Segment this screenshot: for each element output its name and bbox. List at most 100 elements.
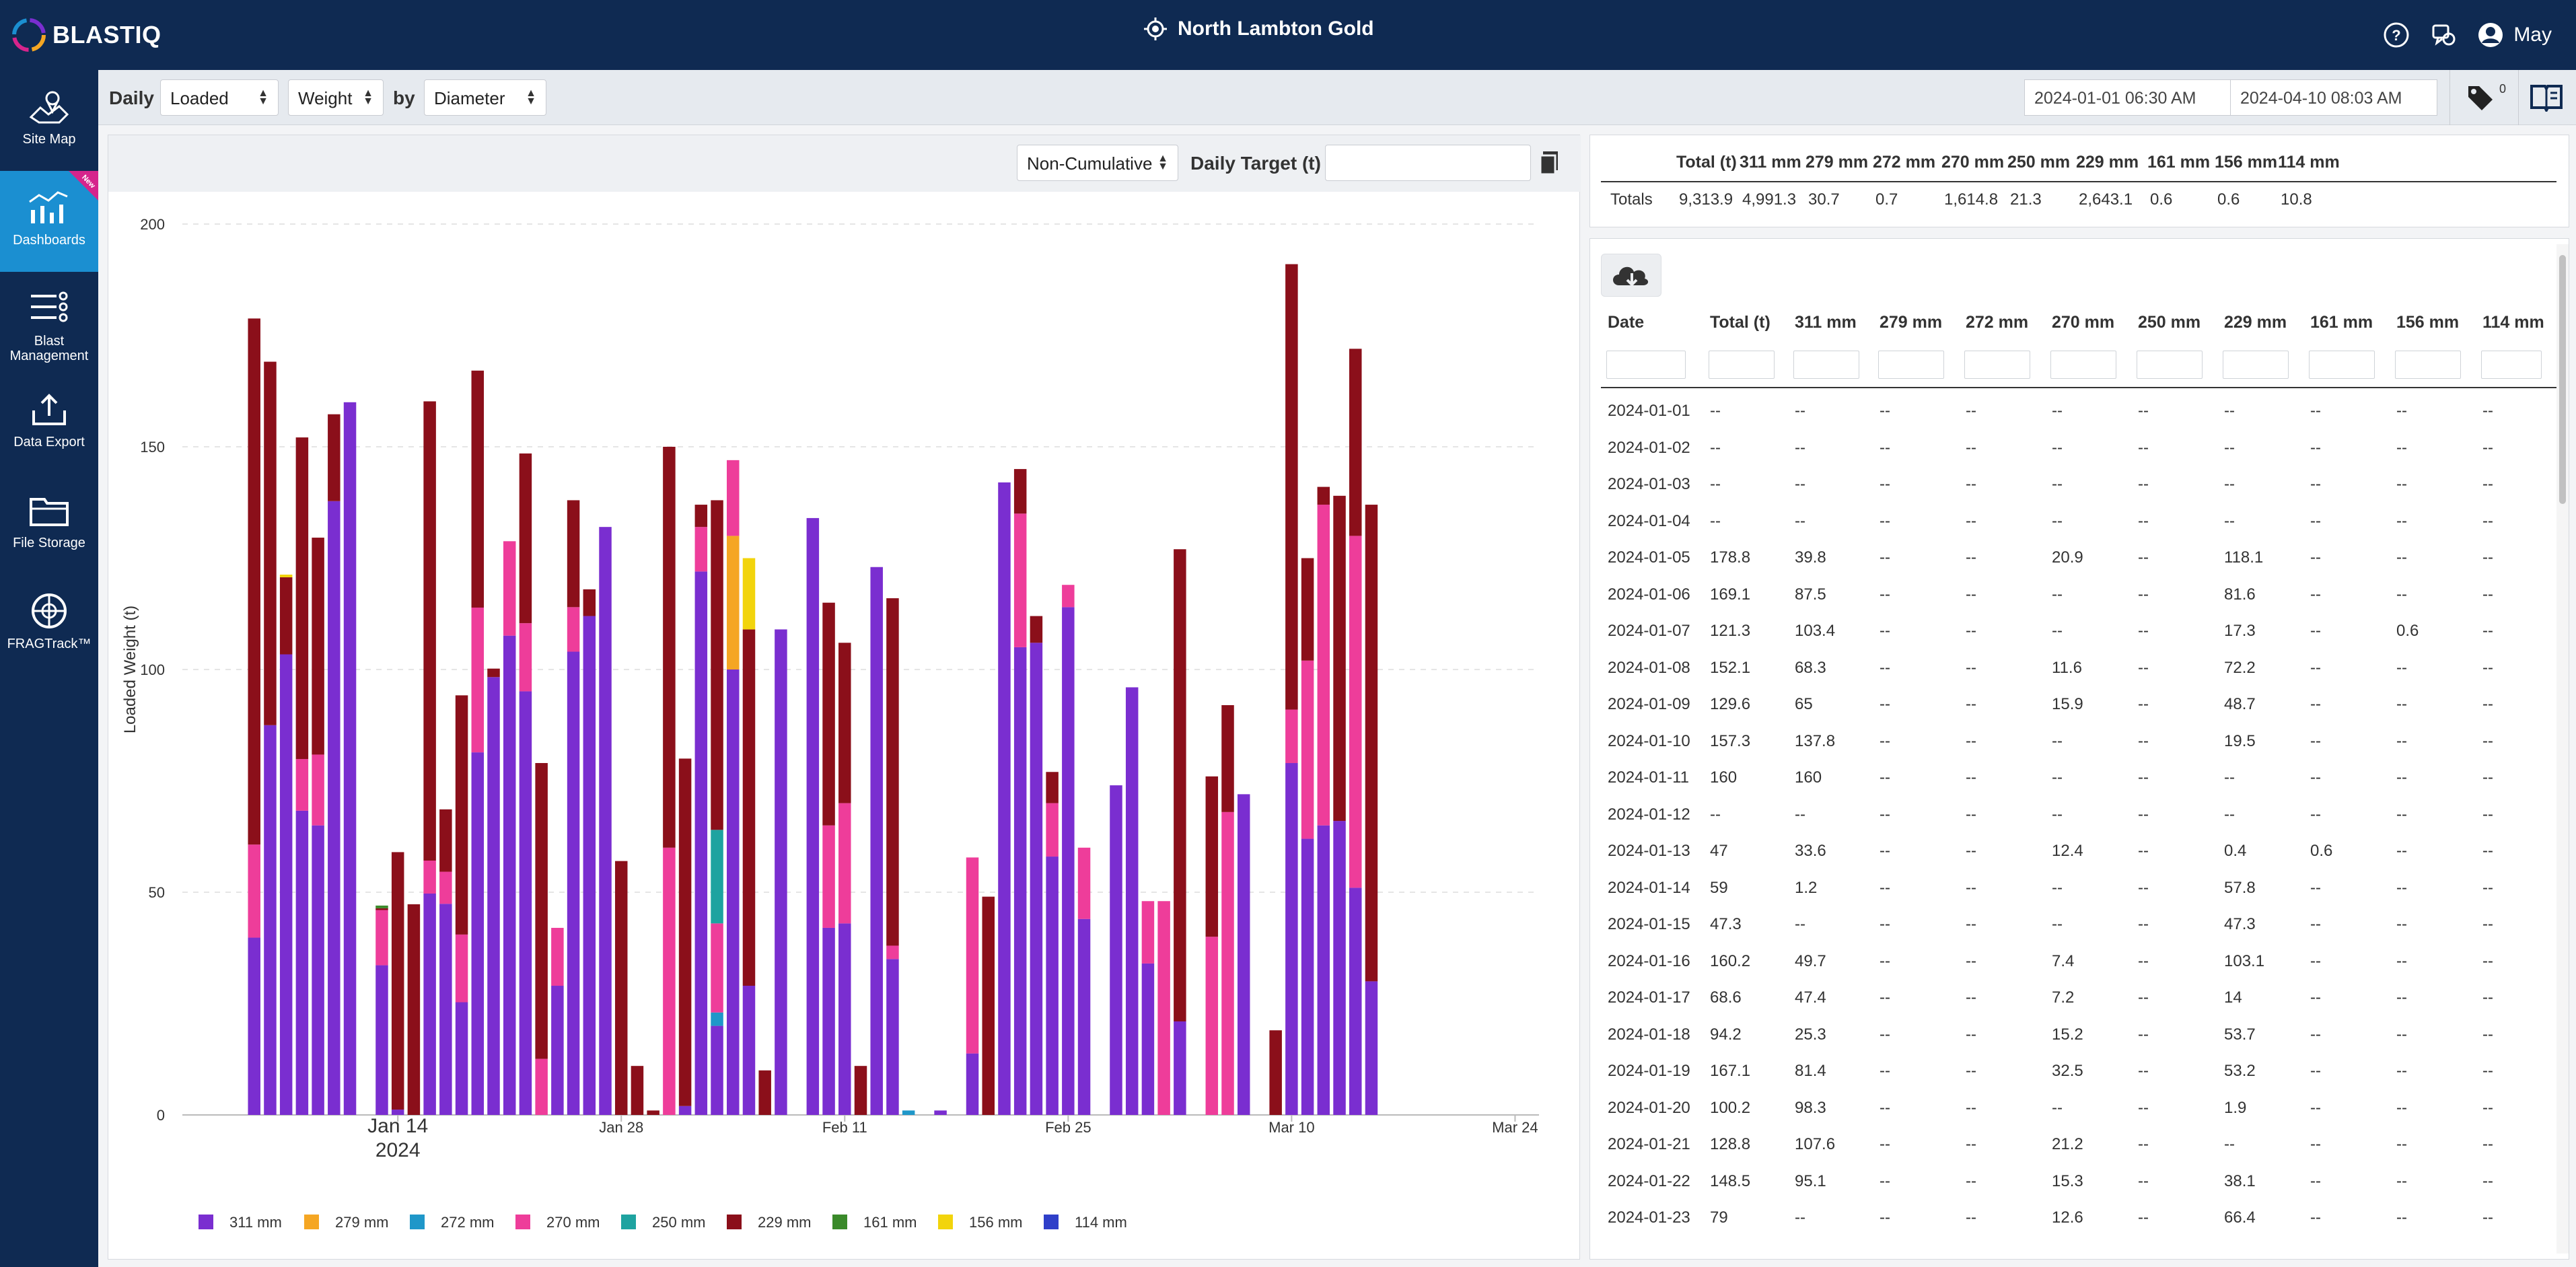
bar-segment[interactable] — [439, 904, 452, 1115]
legend-item[interactable]: 229 mm — [727, 1214, 811, 1231]
bar-segment[interactable] — [1062, 607, 1075, 1115]
bar-segment[interactable] — [487, 677, 500, 1115]
bar-segment[interactable] — [295, 810, 309, 1115]
date-start-input[interactable]: 2024-01-01 06:30 AM — [2024, 79, 2231, 116]
bar-segment[interactable] — [455, 1002, 468, 1115]
bar-segment[interactable] — [1141, 963, 1155, 1115]
bar-segment[interactable] — [1333, 821, 1346, 1115]
bar-segment[interactable] — [1301, 838, 1314, 1115]
bar-segment[interactable] — [806, 517, 820, 1115]
bar-segment[interactable] — [742, 629, 756, 986]
table-row[interactable] — [1601, 501, 2556, 538]
bar-segment[interactable] — [248, 937, 260, 1115]
bar-segment[interactable] — [678, 1106, 692, 1115]
bar-segment[interactable] — [870, 567, 883, 1115]
bar-segment[interactable] — [742, 986, 756, 1115]
bar-segment[interactable] — [1365, 981, 1378, 1115]
bar-segment[interactable] — [471, 607, 485, 753]
sidebar-item-site-map[interactable]: Site Map — [0, 70, 98, 171]
bar-segment[interactable] — [663, 447, 676, 848]
cumulative-select[interactable]: Non-Cumulative ▲ ▼ — [1017, 145, 1178, 181]
bar-segment[interactable] — [711, 830, 723, 924]
bar-segment[interactable] — [1062, 585, 1075, 608]
bar-segment[interactable] — [998, 482, 1011, 1115]
column-filter-input[interactable] — [2481, 351, 2542, 379]
bar-segment[interactable] — [295, 759, 309, 811]
copy-button[interactable] — [1539, 150, 1566, 177]
column-filter-input[interactable] — [1878, 351, 1944, 379]
bar-segment[interactable] — [966, 857, 979, 1054]
bar-segment[interactable] — [711, 1025, 723, 1115]
bar-segment[interactable] — [407, 904, 421, 1115]
table-column-header[interactable]: 311 mm — [1795, 313, 1857, 332]
bar-segment[interactable] — [1013, 647, 1027, 1115]
bar-segment[interactable] — [312, 754, 324, 826]
table-column-header[interactable]: 114 mm — [2482, 313, 2544, 332]
bar-segment[interactable] — [742, 558, 756, 630]
column-filter-input[interactable] — [2309, 351, 2375, 379]
bar-segment[interactable] — [503, 541, 516, 636]
bar-segment[interactable] — [886, 959, 899, 1115]
legend-item[interactable]: 272 mm — [410, 1214, 494, 1231]
bar-segment[interactable] — [312, 825, 324, 1115]
totals-column-header[interactable]: 156 mm — [2215, 153, 2278, 172]
bar-segment[interactable] — [519, 691, 532, 1115]
user-menu[interactable]: May — [2477, 22, 2552, 48]
bar-segment[interactable] — [312, 538, 324, 755]
bar-segment[interactable] — [631, 1066, 644, 1115]
bar-segment[interactable] — [1030, 643, 1043, 1115]
table-row[interactable] — [1601, 428, 2556, 464]
sidebar-item-blast-management[interactable]: Blast Management — [0, 272, 98, 373]
table-column-header[interactable]: 229 mm — [2224, 313, 2287, 332]
bar-segment[interactable] — [455, 934, 468, 1003]
bar-segment[interactable] — [822, 602, 835, 826]
bar-segment[interactable] — [567, 500, 580, 608]
bar-segment[interactable] — [1205, 937, 1219, 1115]
totals-column-header[interactable]: 114 mm — [2278, 153, 2340, 172]
tags-button[interactable]: 0 — [2466, 82, 2509, 114]
bar-segment[interactable] — [391, 852, 404, 1110]
totals-column-header[interactable]: Total (t) — [1676, 153, 1737, 172]
totals-column-header[interactable]: 270 mm — [1941, 153, 2005, 172]
legend-item[interactable]: 311 mm — [199, 1214, 282, 1231]
bar-segment[interactable] — [1013, 513, 1027, 647]
bar-segment[interactable] — [1317, 486, 1330, 505]
bar-segment[interactable] — [343, 402, 357, 1115]
bar-segment[interactable] — [535, 763, 548, 1059]
bar-segment[interactable] — [966, 1053, 979, 1115]
bar-segment[interactable] — [982, 896, 995, 1115]
column-filter-input[interactable] — [1606, 351, 1686, 379]
bar-segment[interactable] — [1174, 1021, 1186, 1115]
table-column-header[interactable]: Date — [1608, 313, 1645, 332]
bar-segment[interactable] — [535, 1058, 548, 1115]
bar-segment[interactable] — [934, 1110, 947, 1115]
bar-segment[interactable] — [854, 1066, 867, 1115]
bar-segment[interactable] — [599, 527, 612, 1115]
table-column-header[interactable]: 272 mm — [1966, 313, 2029, 332]
bar-segment[interactable] — [1141, 901, 1155, 964]
bar-segment[interactable] — [678, 758, 692, 1106]
bar-segment[interactable] — [1349, 536, 1362, 888]
bar-segment[interactable] — [1077, 847, 1091, 919]
bar-segment[interactable] — [711, 923, 723, 1013]
bar-segment[interactable] — [328, 501, 341, 1115]
bar-segment[interactable] — [694, 527, 708, 572]
legend-item[interactable]: 156 mm — [938, 1214, 1022, 1231]
bar-segment[interactable] — [711, 500, 723, 830]
bar-segment[interactable] — [279, 574, 293, 577]
bar-segment[interactable] — [567, 651, 580, 1115]
bar-segment[interactable] — [614, 861, 628, 1115]
bar-segment[interactable] — [328, 414, 341, 501]
bar-segment[interactable] — [1110, 785, 1122, 1115]
legend-item[interactable]: 161 mm — [832, 1214, 917, 1231]
download-button[interactable] — [1601, 254, 1661, 297]
legend-item[interactable]: 279 mm — [304, 1214, 388, 1231]
bar-segment[interactable] — [1285, 763, 1298, 1115]
bar-segment[interactable] — [775, 629, 787, 1115]
vertical-scrollbar[interactable] — [2556, 244, 2569, 1254]
bar-segment[interactable] — [838, 923, 851, 1115]
sidebar-item-data-export[interactable]: Data Export — [0, 373, 98, 474]
bar-segment[interactable] — [1174, 549, 1186, 1021]
column-filter-input[interactable] — [1793, 351, 1859, 379]
bar-segment[interactable] — [838, 803, 851, 924]
